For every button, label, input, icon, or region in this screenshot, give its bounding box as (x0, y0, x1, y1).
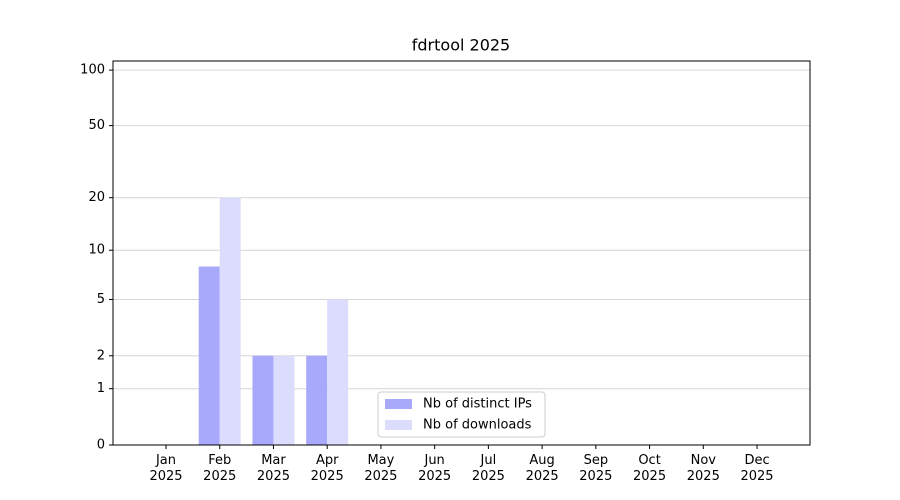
y-tick-label: 5 (97, 292, 105, 307)
legend-label: Nb of downloads (423, 418, 532, 433)
bar (198, 266, 220, 445)
y-tick-label: 10 (88, 243, 105, 258)
x-tick-label: Jun 2025 (418, 453, 452, 484)
bar (252, 355, 274, 445)
chart-title: fdrtool 2025 (412, 36, 510, 55)
y-tick-label: 0 (97, 438, 105, 453)
x-tick-label: May 2025 (364, 453, 398, 484)
y-tick-label: 20 (88, 190, 105, 205)
bar (306, 355, 328, 445)
plot-frame (112, 60, 811, 446)
x-tick-label: Oct 2025 (633, 453, 667, 484)
x-tick-label: Jul 2025 (471, 453, 505, 484)
bar (327, 299, 349, 445)
y-tick-label: 2 (97, 348, 105, 363)
bar (219, 197, 241, 445)
y-tick-label: 1 (97, 381, 105, 396)
x-tick-label: Dec 2025 (740, 453, 774, 484)
x-tick-label: Apr 2025 (310, 453, 344, 484)
x-tick-label: Nov 2025 (686, 453, 720, 484)
legend-swatch (385, 420, 412, 430)
x-tick-label: Aug 2025 (525, 453, 559, 484)
bar (273, 355, 295, 445)
x-tick-label: Sep 2025 (579, 453, 613, 484)
x-tick-label: Jan 2025 (149, 453, 183, 484)
legend: Nb of distinct IPs Nb of downloads (377, 391, 546, 438)
legend-label: Nb of distinct IPs (423, 397, 532, 412)
legend-frame (377, 391, 546, 438)
legend-swatch (385, 399, 412, 409)
x-tick-label: Feb 2025 (203, 453, 237, 484)
x-tick-label: Mar 2025 (256, 453, 290, 484)
y-tick-label: 100 (80, 63, 105, 78)
y-tick-label: 50 (88, 118, 105, 133)
